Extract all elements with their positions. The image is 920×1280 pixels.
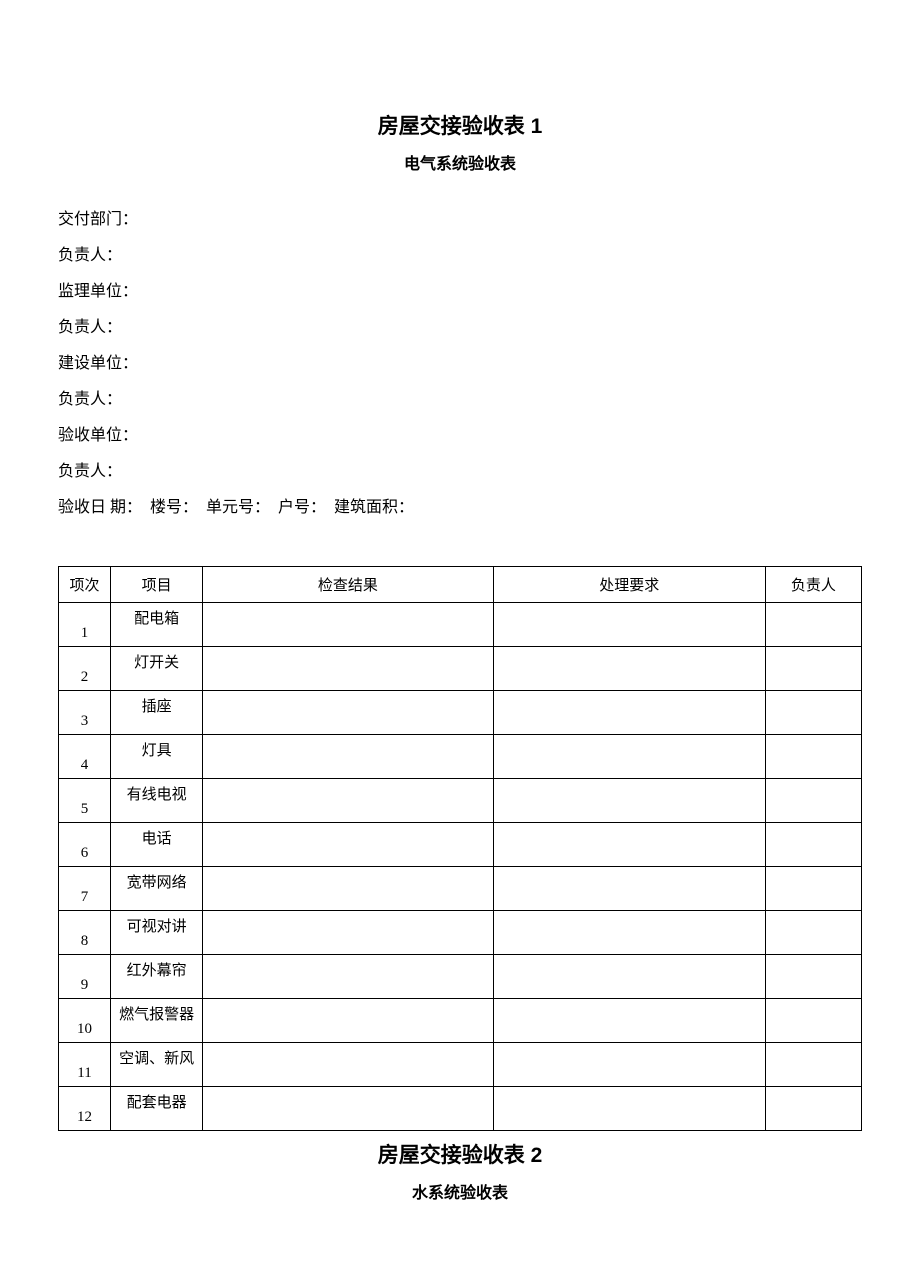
cell-num: 4 bbox=[59, 735, 111, 779]
cell-owner bbox=[765, 735, 861, 779]
cell-item: 空调、新风 bbox=[111, 1043, 203, 1087]
cell-check bbox=[203, 647, 493, 691]
cell-action bbox=[493, 1087, 765, 1131]
col-header-action: 处理要求 bbox=[493, 567, 765, 603]
cell-owner bbox=[765, 955, 861, 999]
cell-action bbox=[493, 779, 765, 823]
cell-check bbox=[203, 911, 493, 955]
cell-check bbox=[203, 779, 493, 823]
cell-item: 燃气报警器 bbox=[111, 999, 203, 1043]
cell-num: 5 bbox=[59, 779, 111, 823]
field-owner-3: 负责人： bbox=[58, 382, 862, 418]
field-acceptance-unit: 验收单位： bbox=[58, 418, 862, 454]
cell-action bbox=[493, 999, 765, 1043]
table-row: 2 灯开关 bbox=[59, 647, 862, 691]
cell-item: 红外幕帘 bbox=[111, 955, 203, 999]
cell-owner bbox=[765, 603, 861, 647]
table-row: 1 配电箱 bbox=[59, 603, 862, 647]
cell-check bbox=[203, 867, 493, 911]
form1-fields: 交付部门： 负责人： 监理单位： 负责人： 建设单位： 负责人： 验收单位： 负… bbox=[58, 202, 862, 526]
cell-num: 6 bbox=[59, 823, 111, 867]
col-header-item: 项目 bbox=[111, 567, 203, 603]
cell-item: 插座 bbox=[111, 691, 203, 735]
document-page: 房屋交接验收表 1 电气系统验收表 交付部门： 负责人： 监理单位： 负责人： … bbox=[0, 0, 920, 1280]
form2-subtitle: 水系统验收表 bbox=[58, 1179, 862, 1203]
cell-item: 配电箱 bbox=[111, 603, 203, 647]
table-row: 9 红外幕帘 bbox=[59, 955, 862, 999]
cell-action bbox=[493, 823, 765, 867]
cell-num: 1 bbox=[59, 603, 111, 647]
cell-check bbox=[203, 691, 493, 735]
col-header-owner: 负责人 bbox=[765, 567, 861, 603]
table-row: 10 燃气报警器 bbox=[59, 999, 862, 1043]
cell-check bbox=[203, 1043, 493, 1087]
cell-owner bbox=[765, 647, 861, 691]
cell-check bbox=[203, 603, 493, 647]
cell-owner bbox=[765, 823, 861, 867]
cell-num: 12 bbox=[59, 1087, 111, 1131]
cell-action bbox=[493, 735, 765, 779]
cell-num: 11 bbox=[59, 1043, 111, 1087]
cell-item: 电话 bbox=[111, 823, 203, 867]
field-construction-unit: 建设单位： bbox=[58, 346, 862, 382]
cell-action bbox=[493, 955, 765, 999]
cell-action bbox=[493, 1043, 765, 1087]
cell-num: 2 bbox=[59, 647, 111, 691]
field-owner-1: 负责人： bbox=[58, 238, 862, 274]
cell-owner bbox=[765, 691, 861, 735]
table-row: 4 灯具 bbox=[59, 735, 862, 779]
table-row: 3 插座 bbox=[59, 691, 862, 735]
cell-action bbox=[493, 867, 765, 911]
cell-item: 有线电视 bbox=[111, 779, 203, 823]
cell-num: 9 bbox=[59, 955, 111, 999]
form1-table: 项次 项目 检查结果 处理要求 负责人 1 配电箱 2 灯开关 bbox=[58, 566, 862, 1131]
cell-owner bbox=[765, 1043, 861, 1087]
cell-num: 3 bbox=[59, 691, 111, 735]
form1-subtitle: 电气系统验收表 bbox=[58, 150, 862, 174]
col-header-check: 检查结果 bbox=[203, 567, 493, 603]
cell-owner bbox=[765, 999, 861, 1043]
cell-owner bbox=[765, 779, 861, 823]
table-row: 11 空调、新风 bbox=[59, 1043, 862, 1087]
cell-check bbox=[203, 1087, 493, 1131]
field-delivery-dept: 交付部门： bbox=[58, 202, 862, 238]
cell-owner bbox=[765, 1087, 861, 1131]
cell-owner bbox=[765, 911, 861, 955]
cell-check bbox=[203, 999, 493, 1043]
cell-item: 灯开关 bbox=[111, 647, 203, 691]
table-row: 8 可视对讲 bbox=[59, 911, 862, 955]
cell-item: 可视对讲 bbox=[111, 911, 203, 955]
form1-title: 房屋交接验收表 1 bbox=[58, 110, 862, 140]
table-row: 7 宽带网络 bbox=[59, 867, 862, 911]
field-owner-4: 负责人： bbox=[58, 454, 862, 490]
form2-title: 房屋交接验收表 2 bbox=[58, 1139, 862, 1169]
cell-item: 配套电器 bbox=[111, 1087, 203, 1131]
field-date-line: 验收日 期： 楼号： 单元号： 户号： 建筑面积： bbox=[58, 490, 862, 526]
cell-owner bbox=[765, 867, 861, 911]
table-row: 5 有线电视 bbox=[59, 779, 862, 823]
cell-num: 8 bbox=[59, 911, 111, 955]
cell-check bbox=[203, 823, 493, 867]
cell-action bbox=[493, 691, 765, 735]
cell-action bbox=[493, 603, 765, 647]
table-row: 6 电话 bbox=[59, 823, 862, 867]
col-header-num: 项次 bbox=[59, 567, 111, 603]
cell-item: 宽带网络 bbox=[111, 867, 203, 911]
cell-check bbox=[203, 735, 493, 779]
field-owner-2: 负责人： bbox=[58, 310, 862, 346]
field-supervisor-unit: 监理单位： bbox=[58, 274, 862, 310]
cell-num: 7 bbox=[59, 867, 111, 911]
table-header-row: 项次 项目 检查结果 处理要求 负责人 bbox=[59, 567, 862, 603]
cell-action bbox=[493, 911, 765, 955]
form2-section: 房屋交接验收表 2 水系统验收表 bbox=[58, 1139, 862, 1203]
cell-item: 灯具 bbox=[111, 735, 203, 779]
cell-action bbox=[493, 647, 765, 691]
cell-num: 10 bbox=[59, 999, 111, 1043]
table-row: 12 配套电器 bbox=[59, 1087, 862, 1131]
cell-check bbox=[203, 955, 493, 999]
